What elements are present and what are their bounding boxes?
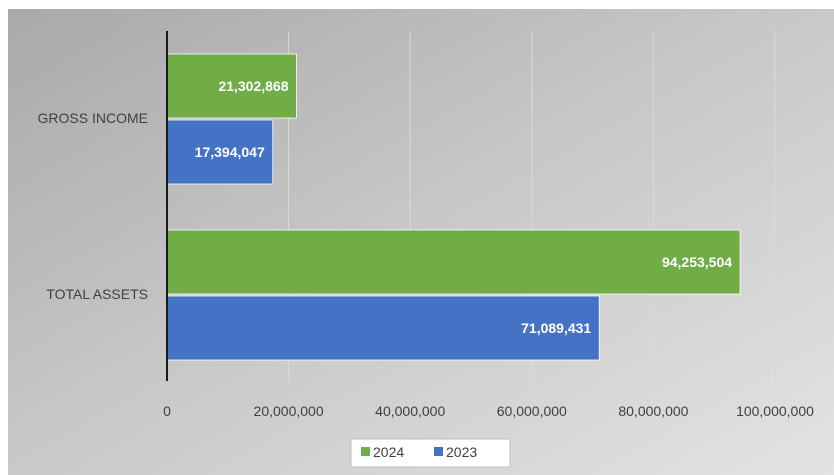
bar-2023-total-assets [166, 295, 600, 361]
data-label: 17,394,047 [195, 144, 265, 160]
bar-2024-total-assets [166, 229, 741, 295]
bar-chart: 0 20,000,000 40,000,000 60,000,000 80,000,00… [8, 9, 834, 475]
x-tick-label: 0 [163, 403, 171, 419]
data-label: 94,253,504 [662, 254, 732, 270]
legend-swatch-2024 [361, 447, 370, 456]
data-label: 21,302,868 [218, 78, 288, 94]
x-tick-label: 40,000,000 [375, 403, 445, 419]
chart-area: 0 20,000,000 40,000,000 60,000,000 80,000,00… [8, 9, 834, 475]
legend-box [350, 438, 511, 468]
x-tick-label: 100,000,000 [736, 403, 814, 419]
bar-2023-gross-income [166, 119, 274, 185]
category-label: TOTAL ASSETS [46, 286, 148, 302]
legend-label-2024: 2024 [373, 444, 404, 460]
legend-swatch-2023 [434, 447, 443, 456]
data-label: 71,089,431 [521, 320, 591, 336]
category-label: GROSS INCOME [38, 110, 148, 126]
x-tick-label: 20,000,000 [254, 403, 324, 419]
x-tick-label: 80,000,000 [618, 403, 688, 419]
legend-label-2023: 2023 [446, 444, 477, 460]
x-tick-label: 60,000,000 [497, 403, 567, 419]
